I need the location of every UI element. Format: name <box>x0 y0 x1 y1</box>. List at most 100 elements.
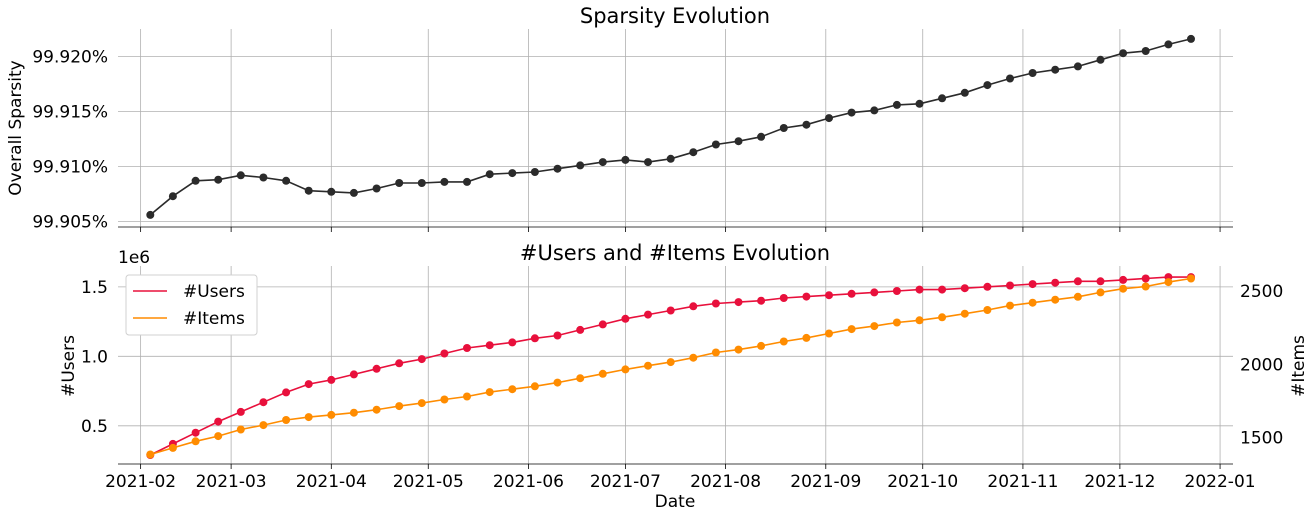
users-point <box>349 370 358 379</box>
x-tick-label: 2021-05 <box>393 472 464 492</box>
sparsity-point <box>711 140 720 149</box>
sparsity-point <box>282 176 291 185</box>
users-point <box>666 306 675 315</box>
sparsity-point <box>915 99 924 108</box>
items-point <box>666 358 675 367</box>
users-point <box>1073 277 1082 286</box>
users-point <box>983 282 992 291</box>
sparsity-point <box>508 169 517 178</box>
sparsity-point <box>259 173 268 182</box>
top-grid <box>118 29 1233 227</box>
users-point <box>734 298 743 307</box>
sparsity-point <box>304 186 313 195</box>
items-point <box>870 322 879 331</box>
sparsity-point <box>349 188 358 197</box>
x-tick-label: 2021-06 <box>493 472 564 492</box>
sparsity-point <box>530 168 539 176</box>
users-point <box>825 291 833 300</box>
sparsity-point <box>598 158 607 167</box>
items-point <box>349 408 358 417</box>
sparsity-point <box>757 132 766 141</box>
x-tick-label: 2021-07 <box>590 472 661 492</box>
users-point <box>689 302 698 311</box>
users-point <box>1028 280 1037 289</box>
sparsity-point <box>1051 65 1060 74</box>
bottom-y2-tick-label: 1500 <box>1240 429 1283 449</box>
sparsity-point <box>621 155 630 164</box>
bottom-y-offset-label: 1e6 <box>118 248 150 268</box>
users-point <box>530 334 539 343</box>
users-point <box>304 380 313 389</box>
users-point <box>1141 274 1150 283</box>
bottom-y2-axis-label: #Items <box>1289 335 1309 397</box>
items-point <box>214 432 223 441</box>
users-point <box>960 284 969 293</box>
sparsity-point <box>802 120 811 129</box>
bottom-x-ticks: 2021-02 2021-03 2021-04 2021-05 2021-06 2021-… <box>105 464 1256 492</box>
items-point <box>372 405 381 414</box>
items-point <box>485 388 494 397</box>
items-point <box>1141 282 1150 291</box>
items-point <box>259 421 268 430</box>
users-point <box>214 417 223 426</box>
top-x-ticks <box>140 227 1221 232</box>
sparsity-point <box>825 114 833 123</box>
sparsity-point <box>485 170 494 179</box>
items-point <box>553 378 562 387</box>
sparsity-point <box>644 158 652 167</box>
sparsity-point <box>327 187 336 196</box>
items-point <box>598 369 607 378</box>
sparsity-point <box>983 81 992 90</box>
items-point <box>847 325 856 334</box>
x-tick-label: 2021-11 <box>987 472 1058 492</box>
bottom-y-axis-label: #Users <box>59 335 79 397</box>
sparsity-point <box>1096 55 1105 64</box>
legend-label-items: #Items <box>183 309 245 329</box>
sparsity-point <box>553 164 562 173</box>
items-point <box>395 402 404 411</box>
items-point <box>282 416 291 424</box>
sparsity-point <box>191 176 200 185</box>
items-point <box>892 318 901 327</box>
users-point <box>576 325 585 334</box>
items-point <box>508 385 517 394</box>
sparsity-point <box>440 177 449 186</box>
top-y-axis-label: Overall Sparsity <box>6 60 26 195</box>
users-point <box>417 355 426 364</box>
items-point <box>1164 278 1173 287</box>
users-point <box>779 294 788 302</box>
items-point <box>757 341 766 350</box>
x-tick-label: 2021-10 <box>887 472 958 492</box>
sparsity-point <box>463 177 471 186</box>
legend-label-users: #Users <box>183 282 245 302</box>
sparsity-point <box>1119 49 1128 58</box>
sparsity-point <box>734 137 743 146</box>
users-point <box>259 398 268 407</box>
sparsity-point <box>666 154 675 163</box>
users-point <box>621 314 630 323</box>
top-y-ticks: 99.905% 99.910% 99.915% 99.920% <box>32 48 108 233</box>
items-point <box>1073 292 1082 301</box>
items-point <box>779 337 788 346</box>
sparsity-point <box>214 175 223 184</box>
items-point <box>1096 288 1105 297</box>
legend-box <box>125 274 258 336</box>
items-point <box>983 306 992 314</box>
users-point <box>711 299 720 308</box>
top-y-tick-label: 99.920% <box>32 48 108 68</box>
top-chart-title: Sparsity Evolution <box>580 4 770 28</box>
sparsity-point <box>395 179 404 187</box>
items-point <box>938 313 947 322</box>
sparsity-point <box>847 108 856 117</box>
items-point <box>530 382 539 391</box>
items-point <box>1051 295 1060 304</box>
sparsity-point <box>1028 69 1037 77</box>
items-point <box>915 316 924 325</box>
bottom-chart-title: #Users and #Items Evolution <box>520 241 830 265</box>
items-point <box>1028 298 1037 307</box>
items-point <box>644 361 652 370</box>
x-tick-label: 2021-09 <box>790 472 861 492</box>
top-series <box>146 34 1195 219</box>
